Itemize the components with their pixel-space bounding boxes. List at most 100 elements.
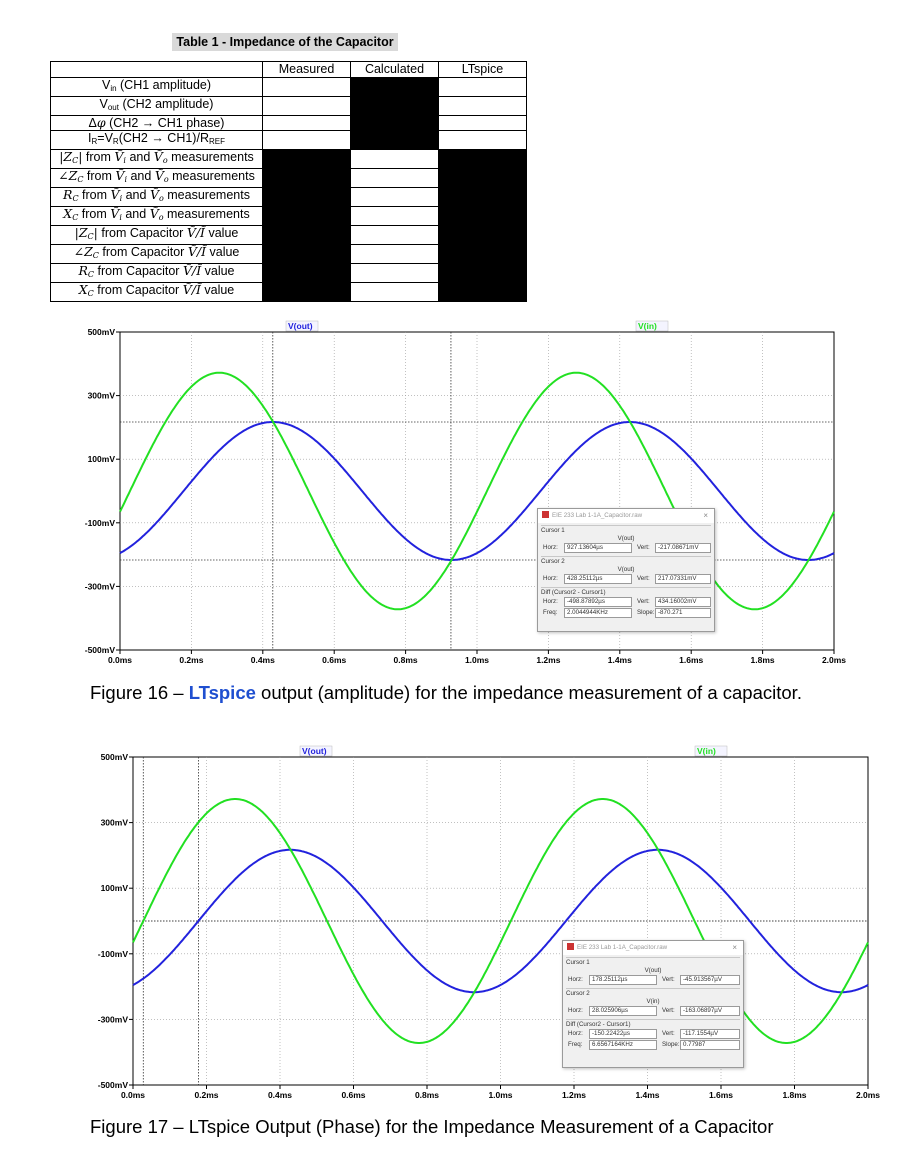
x-tick-label: 0.8ms (415, 1090, 439, 1100)
amplitude-plot: 0.0ms 0.2ms 0.4ms 0.6ms 0.8ms 1.0ms 1.2ms 1.4ms… (85, 320, 846, 665)
x-tick-label: 0.0ms (121, 1090, 145, 1100)
cell-measured (262, 225, 351, 246)
row-label-zc-angle-value: ∠ZC from Capacitor Ṽ/Ĩ value (50, 244, 263, 265)
cursor1-horz-field[interactable]: 927.13604µs (564, 543, 632, 553)
legend-text: V(out) (288, 321, 313, 331)
cell-ltspice (438, 149, 527, 170)
table-title: Table 1 - Impedance of the Capacitor (172, 33, 398, 51)
legend-text: V(out) (302, 746, 327, 756)
cursor2-row: Horz: 428.25112µs Vert: 217.07331mV (538, 574, 714, 585)
cell-ltspice (438, 114, 527, 132)
diff-horz-field[interactable]: -150.22422µs (589, 1029, 657, 1039)
x-tick-label: 0.6ms (341, 1090, 365, 1100)
cursor1-vert-field[interactable]: -217.08671mV (655, 543, 711, 553)
cursor2-vert-field[interactable]: 217.07331mV (655, 574, 711, 584)
table-row: Δφ (CH2 → CH1 phase) (50, 114, 527, 132)
cell-calculated (350, 282, 439, 303)
x-tick-label: 2.0ms (822, 655, 846, 665)
slope-field[interactable]: 0.77987 (680, 1040, 740, 1050)
x-tick-label: 1.2ms (536, 655, 560, 665)
legend-box (299, 745, 333, 757)
row-label-zc-angle-meas: ∠ZC from Ṽi and Ṽo measurements (50, 168, 263, 189)
cell-calculated (350, 244, 439, 265)
cursor1-horz-field[interactable]: 178.25112µs (589, 975, 657, 985)
diff-horz-field[interactable]: -498.87892µs (564, 597, 632, 607)
cell-calculated (350, 225, 439, 246)
diff-vert-field[interactable]: 434.16002mV (655, 597, 711, 607)
cursor-dialog-amplitude[interactable]: EIE 233 Lab 1-1A_Capacitor.raw × Cursor 1… (537, 508, 715, 632)
cursor2-signal: V(out) (617, 566, 635, 573)
slope-label: Slope: (637, 609, 655, 616)
freq-row: Freq: 6.6567164KHz Slope: 0.77987 (563, 1040, 743, 1051)
x-tick-label: 1.8ms (782, 1090, 806, 1100)
cursor2-row: Horz: 28.025906µs Vert: -163.06897µV (563, 1006, 743, 1017)
ltspice-logo-icon (542, 511, 549, 518)
vert-label: Vert: (637, 598, 650, 605)
diff-vert-field[interactable]: -117.1554µV (680, 1029, 740, 1039)
cell-calculated (350, 263, 439, 284)
x-tick-label: 0.0ms (108, 655, 132, 665)
cursor1-section: Cursor 1 (541, 525, 711, 535)
cell-calculated (350, 168, 439, 189)
cursor2-vert-field[interactable]: -163.06897µV (680, 1006, 740, 1016)
vert-label: Vert: (662, 1030, 675, 1037)
freq-field[interactable]: 2.0044944KHz (564, 608, 632, 618)
cell-ltspice (438, 263, 527, 284)
freq-field[interactable]: 6.6567164KHz (589, 1040, 657, 1050)
cursor1-signal: V(out) (617, 535, 635, 542)
cell-calculated (350, 149, 439, 170)
cursor1-vert-field[interactable]: -45.913567µV (680, 975, 740, 985)
vert-label: Vert: (637, 544, 650, 551)
freq-row: Freq: 2.0044944KHz Slope: -870.271 (538, 608, 714, 619)
cell-calculated (350, 130, 439, 151)
x-tick-label: 0.6ms (322, 655, 346, 665)
row-label-phase: Δφ (CH2 → CH1 phase) (50, 114, 263, 132)
table-row: |ZC| from Capacitor Ṽ/Ĩ value (50, 225, 527, 246)
cell-measured (262, 282, 351, 303)
x-tick-label: 1.8ms (751, 655, 775, 665)
row-label-xc-meas: XC from Ṽi and Ṽo measurements (50, 206, 263, 227)
x-tick-label: 1.0ms (465, 655, 489, 665)
row-label-rc-meas: RC from Ṽi and Ṽo measurements (50, 187, 263, 208)
y-tick-label: -500mV (98, 1080, 129, 1090)
cursor2-section: Cursor 2 (566, 988, 740, 998)
x-tick-label: 0.8ms (394, 655, 418, 665)
caption-brand: LTspice (188, 682, 256, 703)
dialog-title-bar[interactable]: EIE 233 Lab 1-1A_Capacitor.raw × (563, 941, 743, 955)
close-icon[interactable]: × (703, 511, 708, 520)
cursor-dialog-phase[interactable]: EIE 233 Lab 1-1A_Capacitor.raw × Cursor 1… (562, 940, 744, 1068)
close-icon[interactable]: × (732, 943, 737, 952)
legend-label-vin: V(in) (635, 320, 669, 332)
y-tick-label: 100mV (88, 454, 116, 464)
cursor2-section: Cursor 2 (541, 556, 711, 566)
legend-label-vout: V(out) (285, 320, 319, 332)
x-tick-label: 1.4ms (608, 655, 632, 665)
cell-ltspice (438, 187, 527, 208)
cursor2-horz-field[interactable]: 28.025906µs (589, 1006, 657, 1016)
slope-field[interactable]: -870.271 (655, 608, 711, 618)
cursor2-horz-field[interactable]: 428.25112µs (564, 574, 632, 584)
diff-row: Horz: -150.22422µs Vert: -117.1554µV (563, 1029, 743, 1040)
y-tick-label: -300mV (85, 581, 116, 591)
legend-label-vin: V(in) (694, 745, 728, 757)
table-row: RC from Ṽi and Ṽo measurements (50, 187, 527, 208)
horz-label: Horz: (543, 575, 558, 582)
table-row: IR=VR(CH2 → CH1)/RREF (50, 130, 527, 151)
cell-ltspice (438, 95, 527, 116)
legend-box (694, 745, 728, 757)
caption-prefix: Figure 16 – (90, 682, 189, 703)
cell-ltspice (438, 206, 527, 227)
cell-measured (262, 149, 351, 170)
dialog-title-bar[interactable]: EIE 233 Lab 1-1A_Capacitor.raw × (538, 509, 714, 523)
cell-measured (262, 263, 351, 284)
ltspice-logo-icon (567, 943, 574, 950)
cell-measured (262, 114, 351, 132)
cursor1-section: Cursor 1 (566, 957, 740, 967)
header-calculated: Calculated (350, 61, 439, 78)
horz-label: Horz: (568, 976, 583, 983)
cell-ltspice (438, 225, 527, 246)
table-header-row: Measured Calculated LTspice (50, 61, 527, 78)
table-row: Vout (CH2 amplitude) (50, 95, 527, 116)
cell-ltspice (438, 282, 527, 303)
table-row: XC from Ṽi and Ṽo measurements (50, 206, 527, 227)
